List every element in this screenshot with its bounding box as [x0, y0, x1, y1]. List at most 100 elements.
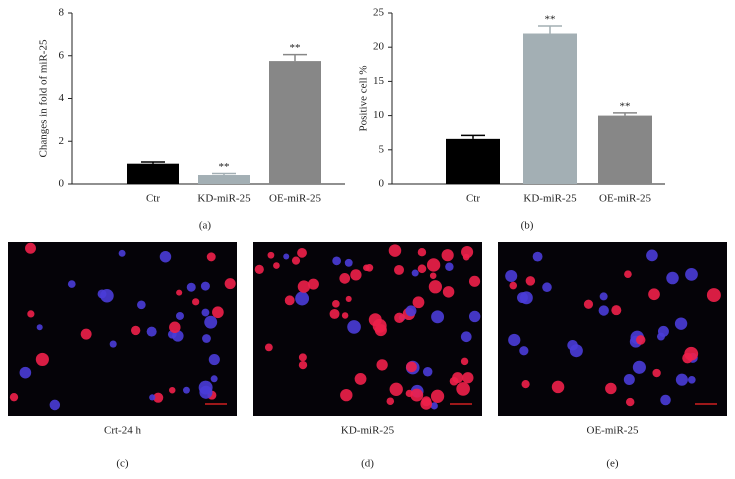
cell	[341, 312, 349, 319]
cell	[505, 269, 518, 283]
cell	[657, 325, 669, 337]
cell	[449, 376, 459, 386]
cell	[332, 256, 342, 266]
cell	[635, 335, 646, 345]
cell	[201, 308, 210, 317]
cell	[411, 269, 419, 277]
panel-caption: OE-miR-25	[587, 425, 639, 437]
cell	[176, 289, 183, 296]
cell	[169, 386, 176, 394]
cell	[410, 388, 424, 402]
error-bar	[613, 112, 637, 116]
bar	[127, 163, 179, 184]
cell	[298, 360, 308, 370]
cell	[388, 244, 402, 257]
cell	[130, 325, 141, 336]
cell	[386, 397, 395, 405]
error-bar	[283, 53, 307, 62]
cell	[27, 310, 35, 318]
cell	[685, 268, 698, 281]
micrograph	[498, 242, 727, 416]
bar	[523, 33, 577, 184]
cell	[509, 281, 518, 290]
cell	[202, 334, 211, 343]
cell	[9, 393, 19, 402]
cell	[97, 289, 107, 299]
cell	[36, 324, 43, 331]
cell	[542, 282, 552, 292]
cell	[430, 389, 445, 403]
cell	[297, 247, 307, 258]
cell	[363, 264, 370, 272]
cell	[350, 269, 362, 281]
cell	[159, 250, 172, 263]
cell	[192, 298, 200, 306]
cell	[417, 248, 427, 257]
panel-caption: Crt-24 h	[104, 425, 141, 437]
cell	[625, 397, 635, 407]
cell	[394, 264, 405, 275]
cell	[426, 258, 441, 272]
cell	[551, 380, 565, 394]
cell	[298, 353, 307, 362]
cell	[468, 310, 481, 323]
cell	[623, 374, 635, 386]
cell	[525, 276, 536, 286]
y-axis-label: Changes in fold of miR-25	[38, 39, 50, 157]
bar	[198, 175, 250, 184]
y-tick-label: 8	[59, 7, 65, 19]
cell	[569, 344, 583, 358]
cell	[368, 313, 382, 327]
cell	[441, 249, 454, 262]
cell	[344, 258, 353, 267]
cell	[532, 251, 543, 262]
cell	[674, 317, 688, 330]
y-tick-label: 5	[379, 143, 385, 155]
cell	[460, 357, 469, 366]
cell	[468, 275, 481, 287]
y-tick-label: 20	[373, 41, 385, 53]
bar	[446, 138, 500, 184]
cell	[224, 278, 236, 290]
cell	[109, 340, 117, 348]
cell	[284, 295, 295, 306]
cell	[267, 251, 275, 259]
cell	[200, 281, 210, 291]
cell	[445, 262, 454, 272]
cell	[429, 272, 437, 279]
error-bar	[212, 172, 236, 176]
cell	[406, 361, 417, 373]
error-bar	[538, 25, 562, 34]
cell	[706, 288, 721, 303]
cell	[611, 305, 622, 316]
cell	[25, 242, 36, 254]
cell	[422, 367, 433, 377]
cell	[517, 292, 528, 304]
x-tick-label: OE-miR-25	[599, 193, 651, 205]
cell	[462, 253, 470, 261]
cell	[428, 280, 443, 294]
y-tick-label: 4	[59, 92, 65, 104]
error-bar	[461, 134, 485, 139]
cell	[456, 382, 470, 396]
significance: **	[620, 100, 631, 112]
cell	[675, 373, 688, 386]
cell	[519, 346, 529, 356]
cell	[146, 326, 157, 337]
cell	[405, 305, 417, 317]
cell	[605, 382, 617, 395]
bar	[598, 115, 652, 184]
cell	[175, 311, 184, 320]
y-axis-label: Positive cell %	[358, 66, 370, 132]
cell	[19, 366, 32, 379]
cell	[648, 288, 660, 301]
cell	[49, 399, 61, 411]
cell	[67, 280, 76, 288]
x-tick-label: Ctr	[466, 193, 480, 205]
cell	[264, 343, 273, 352]
cell	[153, 392, 164, 403]
panel-label: (d)	[361, 458, 374, 470]
significance: **	[545, 14, 556, 26]
cell	[583, 299, 594, 309]
